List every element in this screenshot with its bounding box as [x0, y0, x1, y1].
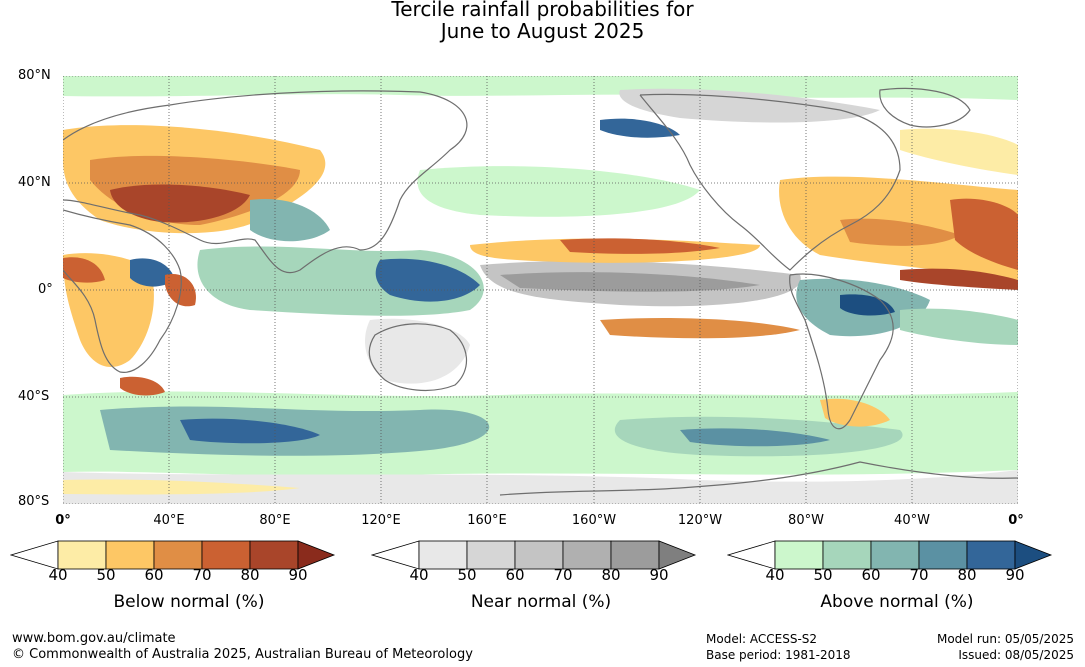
lat-label-0: 0° — [38, 282, 53, 297]
above-normal-region — [600, 118, 680, 138]
map-title-line1: Tercile rainfall probabilities for — [391, 0, 694, 21]
legend-arrow-high — [1014, 540, 1053, 570]
near-normal-region — [63, 470, 1018, 504]
lon-label-120w: 120°W — [677, 513, 723, 528]
map-gridlines — [63, 76, 1018, 504]
above-normal-region — [680, 428, 830, 447]
below-normal-region — [900, 128, 1018, 175]
legend-tick-label: 50 — [813, 566, 833, 584]
legend-swatch — [466, 540, 516, 570]
legend-caption-below: Below normal (%) — [113, 592, 265, 612]
near-normal-region — [619, 88, 880, 123]
legend-tick-label: 60 — [144, 566, 164, 584]
legend-swatch — [610, 540, 660, 570]
legend-arrow-low — [10, 540, 59, 570]
footer-copyright: © Commonwealth of Australia 2025, Austra… — [12, 647, 473, 662]
lon-label-160e: 160°E — [467, 513, 507, 528]
legend-swatch — [870, 540, 920, 570]
legend-tick-label: 50 — [457, 566, 477, 584]
lon-label-0-east: 0° — [1008, 513, 1024, 528]
legend-swatch — [201, 540, 251, 570]
lon-label-80e: 80°E — [259, 513, 291, 528]
above-normal-region — [130, 258, 175, 287]
footer-url: www.bom.gov.au/climate — [12, 631, 176, 646]
legend-tick-label: 70 — [909, 566, 929, 584]
below-normal-region — [900, 268, 1018, 290]
footer-issued: Issued: 08/05/2025 — [958, 648, 1074, 662]
below-normal-region — [63, 479, 300, 495]
legend-swatch — [249, 540, 299, 570]
above-normal-region — [250, 199, 330, 242]
footer-base-period: Base period: 1981-2018 — [706, 648, 851, 662]
lon-label-80w: 80°W — [788, 513, 824, 528]
legend-swatch — [774, 540, 824, 570]
above-normal-region — [900, 308, 1018, 345]
lat-label-80s: 80°S — [18, 494, 50, 509]
legend-arrow-low — [727, 540, 776, 570]
legend-swatch — [966, 540, 1016, 570]
legend-caption-above: Above normal (%) — [820, 592, 974, 612]
above-normal-region — [180, 418, 320, 444]
lon-label-160w: 160°W — [571, 513, 617, 528]
lat-label-40s: 40°S — [18, 389, 50, 404]
legend-arrow-high — [297, 540, 336, 570]
above-normal-region — [840, 294, 895, 316]
legend-below-normal — [10, 540, 336, 570]
legend-tick-label: 80 — [240, 566, 260, 584]
below-normal-region — [120, 376, 165, 396]
near-normal-region — [500, 272, 760, 292]
footer-model: Model: ACCESS-S2 — [706, 632, 818, 646]
legend-above-normal — [727, 540, 1053, 570]
coastlines — [63, 87, 1018, 496]
map-title-line2: June to August 2025 — [440, 19, 645, 43]
legend-tick-label: 60 — [861, 566, 881, 584]
legend-tick-label: 70 — [553, 566, 573, 584]
legend-tick-label: 50 — [96, 566, 116, 584]
legend-tick-label: 40 — [765, 566, 785, 584]
below-normal-region — [840, 218, 960, 246]
legend-swatch — [153, 540, 203, 570]
above-normal-region — [375, 258, 480, 302]
legend-tick-label: 90 — [649, 566, 669, 584]
legend-near-normal — [371, 540, 697, 570]
footer-model-run: Model run: 05/05/2025 — [936, 632, 1074, 646]
below-normal-region — [820, 398, 890, 427]
above-normal-region — [63, 76, 1018, 100]
below-normal-region — [560, 238, 720, 254]
legend-arrow-low — [371, 540, 420, 570]
lon-label-40w: 40°W — [894, 513, 930, 528]
below-normal-region — [63, 257, 105, 283]
legend-tick-label: 80 — [601, 566, 621, 584]
near-normal-region — [365, 318, 470, 384]
legend-swatch — [918, 540, 968, 570]
lat-label-40n: 40°N — [18, 175, 51, 190]
legend-tick-label: 90 — [288, 566, 308, 584]
lon-label-0-west: 0° — [55, 513, 71, 528]
above-normal-region — [417, 166, 700, 217]
legend-swatch — [514, 540, 564, 570]
legend-tick-label: 90 — [1005, 566, 1025, 584]
legend-swatch — [562, 540, 612, 570]
legend-arrow-high — [658, 540, 697, 570]
lat-label-80n: 80°N — [18, 68, 51, 83]
below-normal-region — [110, 184, 250, 223]
lon-label-40e: 40°E — [153, 513, 185, 528]
legend-tick-label: 80 — [957, 566, 977, 584]
legend-tick-label: 70 — [192, 566, 212, 584]
below-normal-region — [950, 198, 1018, 270]
legend-caption-near: Near normal (%) — [470, 592, 612, 612]
lon-label-120e: 120°E — [361, 513, 401, 528]
legend-swatch — [105, 540, 155, 570]
legend-swatch — [57, 540, 107, 570]
legend-tick-label: 40 — [409, 566, 429, 584]
legend-tick-label: 60 — [505, 566, 525, 584]
legend-tick-label: 40 — [48, 566, 68, 584]
legend-swatch — [822, 540, 872, 570]
legend-swatch — [418, 540, 468, 570]
